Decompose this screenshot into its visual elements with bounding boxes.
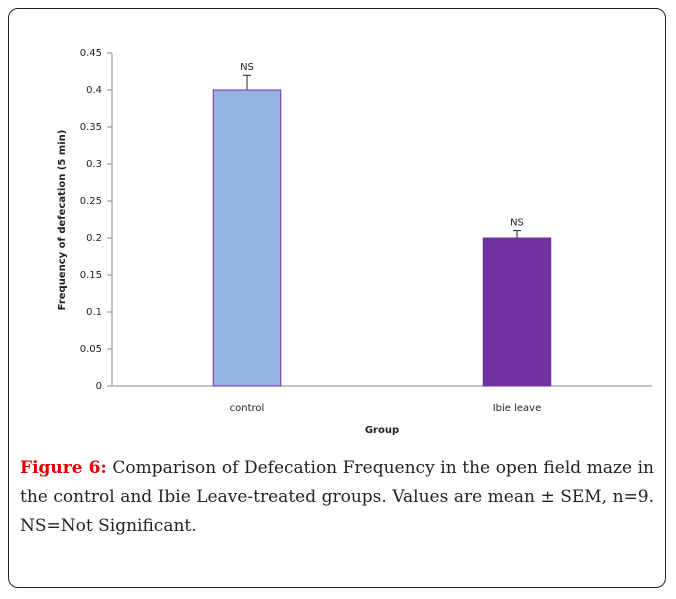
error-bar [513,230,521,238]
caption-text: Comparison of Defecation Frequency in th… [20,458,655,536]
caption: Figure 6: Comparison of Defecation Frequ… [20,454,654,541]
figure-frame [8,8,666,588]
x-tick-label: control [230,403,265,414]
y-tick-label: 0.25 [80,196,102,207]
bar [212,89,282,387]
y-tick-label: 0.3 [86,159,102,170]
y-tick-label: 0.1 [86,307,102,318]
caption-label: Figure 6: [20,458,107,478]
annotation: NS [510,218,524,229]
y-tick-label: 0.4 [86,85,102,96]
annotation: NS [240,62,254,73]
bar [482,237,552,387]
y-tick-label: 0.15 [80,270,102,281]
error-bar [243,74,251,90]
y-tick-label: 0.2 [86,233,102,244]
x-axis-label: Group [365,425,399,436]
chart: Group Frequency of defecation (5 min) 0 0… [57,48,652,436]
y-tick-label: 0.35 [80,122,102,133]
y-tick-label: 0 [96,381,102,392]
y-axis-label: Frequency of defecation (5 min) [57,130,68,311]
x-tick-label: Ibie leave [493,403,542,414]
y-tick-label: 0.45 [80,48,102,59]
y-tick-label: 0.05 [80,344,102,355]
